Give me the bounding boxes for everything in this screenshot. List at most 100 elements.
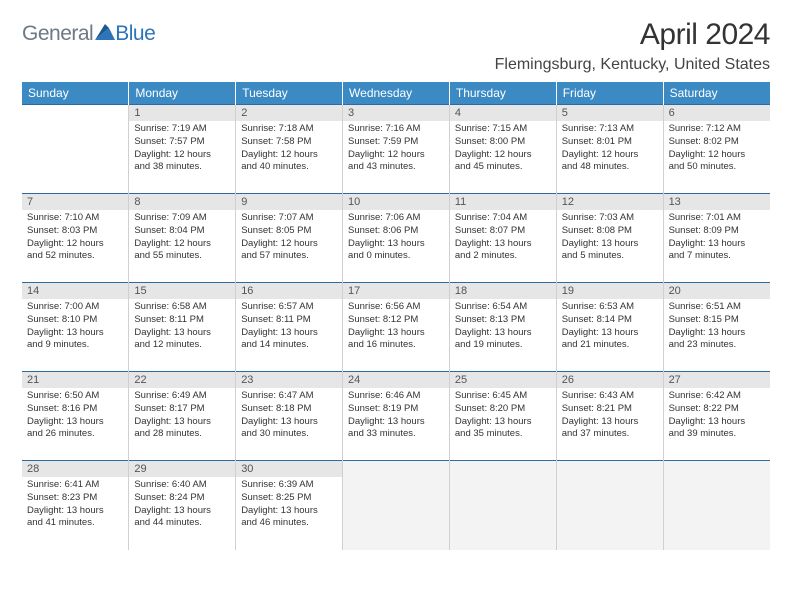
logo-text-blue: Blue [115,22,155,46]
day-details: Sunrise: 7:18 AMSunset: 7:58 PMDaylight:… [236,121,342,178]
calendar-cell: 30Sunrise: 6:39 AMSunset: 8:25 PMDayligh… [236,461,343,550]
calendar-week-row: 28Sunrise: 6:41 AMSunset: 8:23 PMDayligh… [22,461,770,550]
calendar-cell [556,461,663,550]
day-details: Sunrise: 7:15 AMSunset: 8:00 PMDaylight:… [450,121,556,178]
day-number: 9 [236,194,342,210]
day-details: Sunrise: 7:03 AMSunset: 8:08 PMDaylight:… [557,210,663,267]
day-number: 13 [664,194,770,210]
weekday-header: Saturday [663,82,770,105]
calendar-cell: 4Sunrise: 7:15 AMSunset: 8:00 PMDaylight… [449,105,556,194]
day-details: Sunrise: 6:39 AMSunset: 8:25 PMDaylight:… [236,477,342,534]
day-details: Sunrise: 7:19 AMSunset: 7:57 PMDaylight:… [129,121,235,178]
day-details: Sunrise: 7:16 AMSunset: 7:59 PMDaylight:… [343,121,449,178]
day-details: Sunrise: 6:45 AMSunset: 8:20 PMDaylight:… [450,388,556,445]
weekday-header: Monday [129,82,236,105]
day-details: Sunrise: 7:10 AMSunset: 8:03 PMDaylight:… [22,210,128,267]
day-details: Sunrise: 6:54 AMSunset: 8:13 PMDaylight:… [450,299,556,356]
calendar-cell: 7Sunrise: 7:10 AMSunset: 8:03 PMDaylight… [22,194,129,283]
day-number: 20 [664,283,770,299]
calendar-cell: 11Sunrise: 7:04 AMSunset: 8:07 PMDayligh… [449,194,556,283]
day-number: 22 [129,372,235,388]
header: General Blue April 2024 Flemingsburg, Ke… [22,18,770,74]
calendar-cell: 20Sunrise: 6:51 AMSunset: 8:15 PMDayligh… [663,283,770,372]
calendar-cell: 10Sunrise: 7:06 AMSunset: 8:06 PMDayligh… [343,194,450,283]
calendar-cell: 9Sunrise: 7:07 AMSunset: 8:05 PMDaylight… [236,194,343,283]
calendar-cell: 27Sunrise: 6:42 AMSunset: 8:22 PMDayligh… [663,372,770,461]
calendar-cell: 5Sunrise: 7:13 AMSunset: 8:01 PMDaylight… [556,105,663,194]
day-details: Sunrise: 7:12 AMSunset: 8:02 PMDaylight:… [664,121,770,178]
calendar-cell: 24Sunrise: 6:46 AMSunset: 8:19 PMDayligh… [343,372,450,461]
day-number: 2 [236,105,342,121]
calendar-cell: 15Sunrise: 6:58 AMSunset: 8:11 PMDayligh… [129,283,236,372]
calendar-week-row: 21Sunrise: 6:50 AMSunset: 8:16 PMDayligh… [22,372,770,461]
calendar-cell: 25Sunrise: 6:45 AMSunset: 8:20 PMDayligh… [449,372,556,461]
day-number: 16 [236,283,342,299]
day-number: 30 [236,461,342,477]
logo-triangle-icon [95,24,115,45]
day-details: Sunrise: 7:09 AMSunset: 8:04 PMDaylight:… [129,210,235,267]
calendar-week-row: 7Sunrise: 7:10 AMSunset: 8:03 PMDaylight… [22,194,770,283]
day-details: Sunrise: 6:56 AMSunset: 8:12 PMDaylight:… [343,299,449,356]
day-details: Sunrise: 6:40 AMSunset: 8:24 PMDaylight:… [129,477,235,534]
calendar-cell: 8Sunrise: 7:09 AMSunset: 8:04 PMDaylight… [129,194,236,283]
day-number: 8 [129,194,235,210]
weekday-header: Wednesday [343,82,450,105]
day-details: Sunrise: 6:58 AMSunset: 8:11 PMDaylight:… [129,299,235,356]
day-details: Sunrise: 7:13 AMSunset: 8:01 PMDaylight:… [557,121,663,178]
day-number: 5 [557,105,663,121]
weekday-header: Friday [556,82,663,105]
day-details: Sunrise: 6:43 AMSunset: 8:21 PMDaylight:… [557,388,663,445]
day-number: 19 [557,283,663,299]
day-number: 27 [664,372,770,388]
day-details: Sunrise: 6:49 AMSunset: 8:17 PMDaylight:… [129,388,235,445]
calendar-cell: 16Sunrise: 6:57 AMSunset: 8:11 PMDayligh… [236,283,343,372]
day-number: 18 [450,283,556,299]
calendar-cell: 6Sunrise: 7:12 AMSunset: 8:02 PMDaylight… [663,105,770,194]
day-details: Sunrise: 6:42 AMSunset: 8:22 PMDaylight:… [664,388,770,445]
day-number: 26 [557,372,663,388]
day-details: Sunrise: 6:53 AMSunset: 8:14 PMDaylight:… [557,299,663,356]
weekday-header-row: SundayMondayTuesdayWednesdayThursdayFrid… [22,82,770,105]
day-number: 15 [129,283,235,299]
day-number: 12 [557,194,663,210]
calendar-cell: 22Sunrise: 6:49 AMSunset: 8:17 PMDayligh… [129,372,236,461]
day-details: Sunrise: 7:01 AMSunset: 8:09 PMDaylight:… [664,210,770,267]
day-number: 14 [22,283,128,299]
calendar-cell [343,461,450,550]
day-number: 10 [343,194,449,210]
calendar-week-row: 1Sunrise: 7:19 AMSunset: 7:57 PMDaylight… [22,105,770,194]
day-number: 11 [450,194,556,210]
calendar-cell: 21Sunrise: 6:50 AMSunset: 8:16 PMDayligh… [22,372,129,461]
day-details: Sunrise: 7:00 AMSunset: 8:10 PMDaylight:… [22,299,128,356]
day-details: Sunrise: 6:57 AMSunset: 8:11 PMDaylight:… [236,299,342,356]
calendar-cell: 2Sunrise: 7:18 AMSunset: 7:58 PMDaylight… [236,105,343,194]
logo-text-general: General [22,22,93,46]
weekday-header: Sunday [22,82,129,105]
day-number: 6 [664,105,770,121]
calendar-cell: 19Sunrise: 6:53 AMSunset: 8:14 PMDayligh… [556,283,663,372]
day-details: Sunrise: 6:51 AMSunset: 8:15 PMDaylight:… [664,299,770,356]
day-number: 28 [22,461,128,477]
calendar-cell: 12Sunrise: 7:03 AMSunset: 8:08 PMDayligh… [556,194,663,283]
calendar-cell: 13Sunrise: 7:01 AMSunset: 8:09 PMDayligh… [663,194,770,283]
calendar-cell: 28Sunrise: 6:41 AMSunset: 8:23 PMDayligh… [22,461,129,550]
page-title: April 2024 [495,18,770,52]
calendar-week-row: 14Sunrise: 7:00 AMSunset: 8:10 PMDayligh… [22,283,770,372]
day-details: Sunrise: 6:41 AMSunset: 8:23 PMDaylight:… [22,477,128,534]
day-number: 17 [343,283,449,299]
day-number: 3 [343,105,449,121]
calendar-cell [22,105,129,194]
day-number: 7 [22,194,128,210]
day-number: 24 [343,372,449,388]
day-number: 21 [22,372,128,388]
day-number: 29 [129,461,235,477]
calendar-cell: 23Sunrise: 6:47 AMSunset: 8:18 PMDayligh… [236,372,343,461]
calendar-cell: 29Sunrise: 6:40 AMSunset: 8:24 PMDayligh… [129,461,236,550]
day-number: 1 [129,105,235,121]
day-details: Sunrise: 6:46 AMSunset: 8:19 PMDaylight:… [343,388,449,445]
calendar-cell [449,461,556,550]
calendar-table: SundayMondayTuesdayWednesdayThursdayFrid… [22,82,770,550]
calendar-cell [663,461,770,550]
weekday-header: Thursday [449,82,556,105]
day-details: Sunrise: 7:06 AMSunset: 8:06 PMDaylight:… [343,210,449,267]
